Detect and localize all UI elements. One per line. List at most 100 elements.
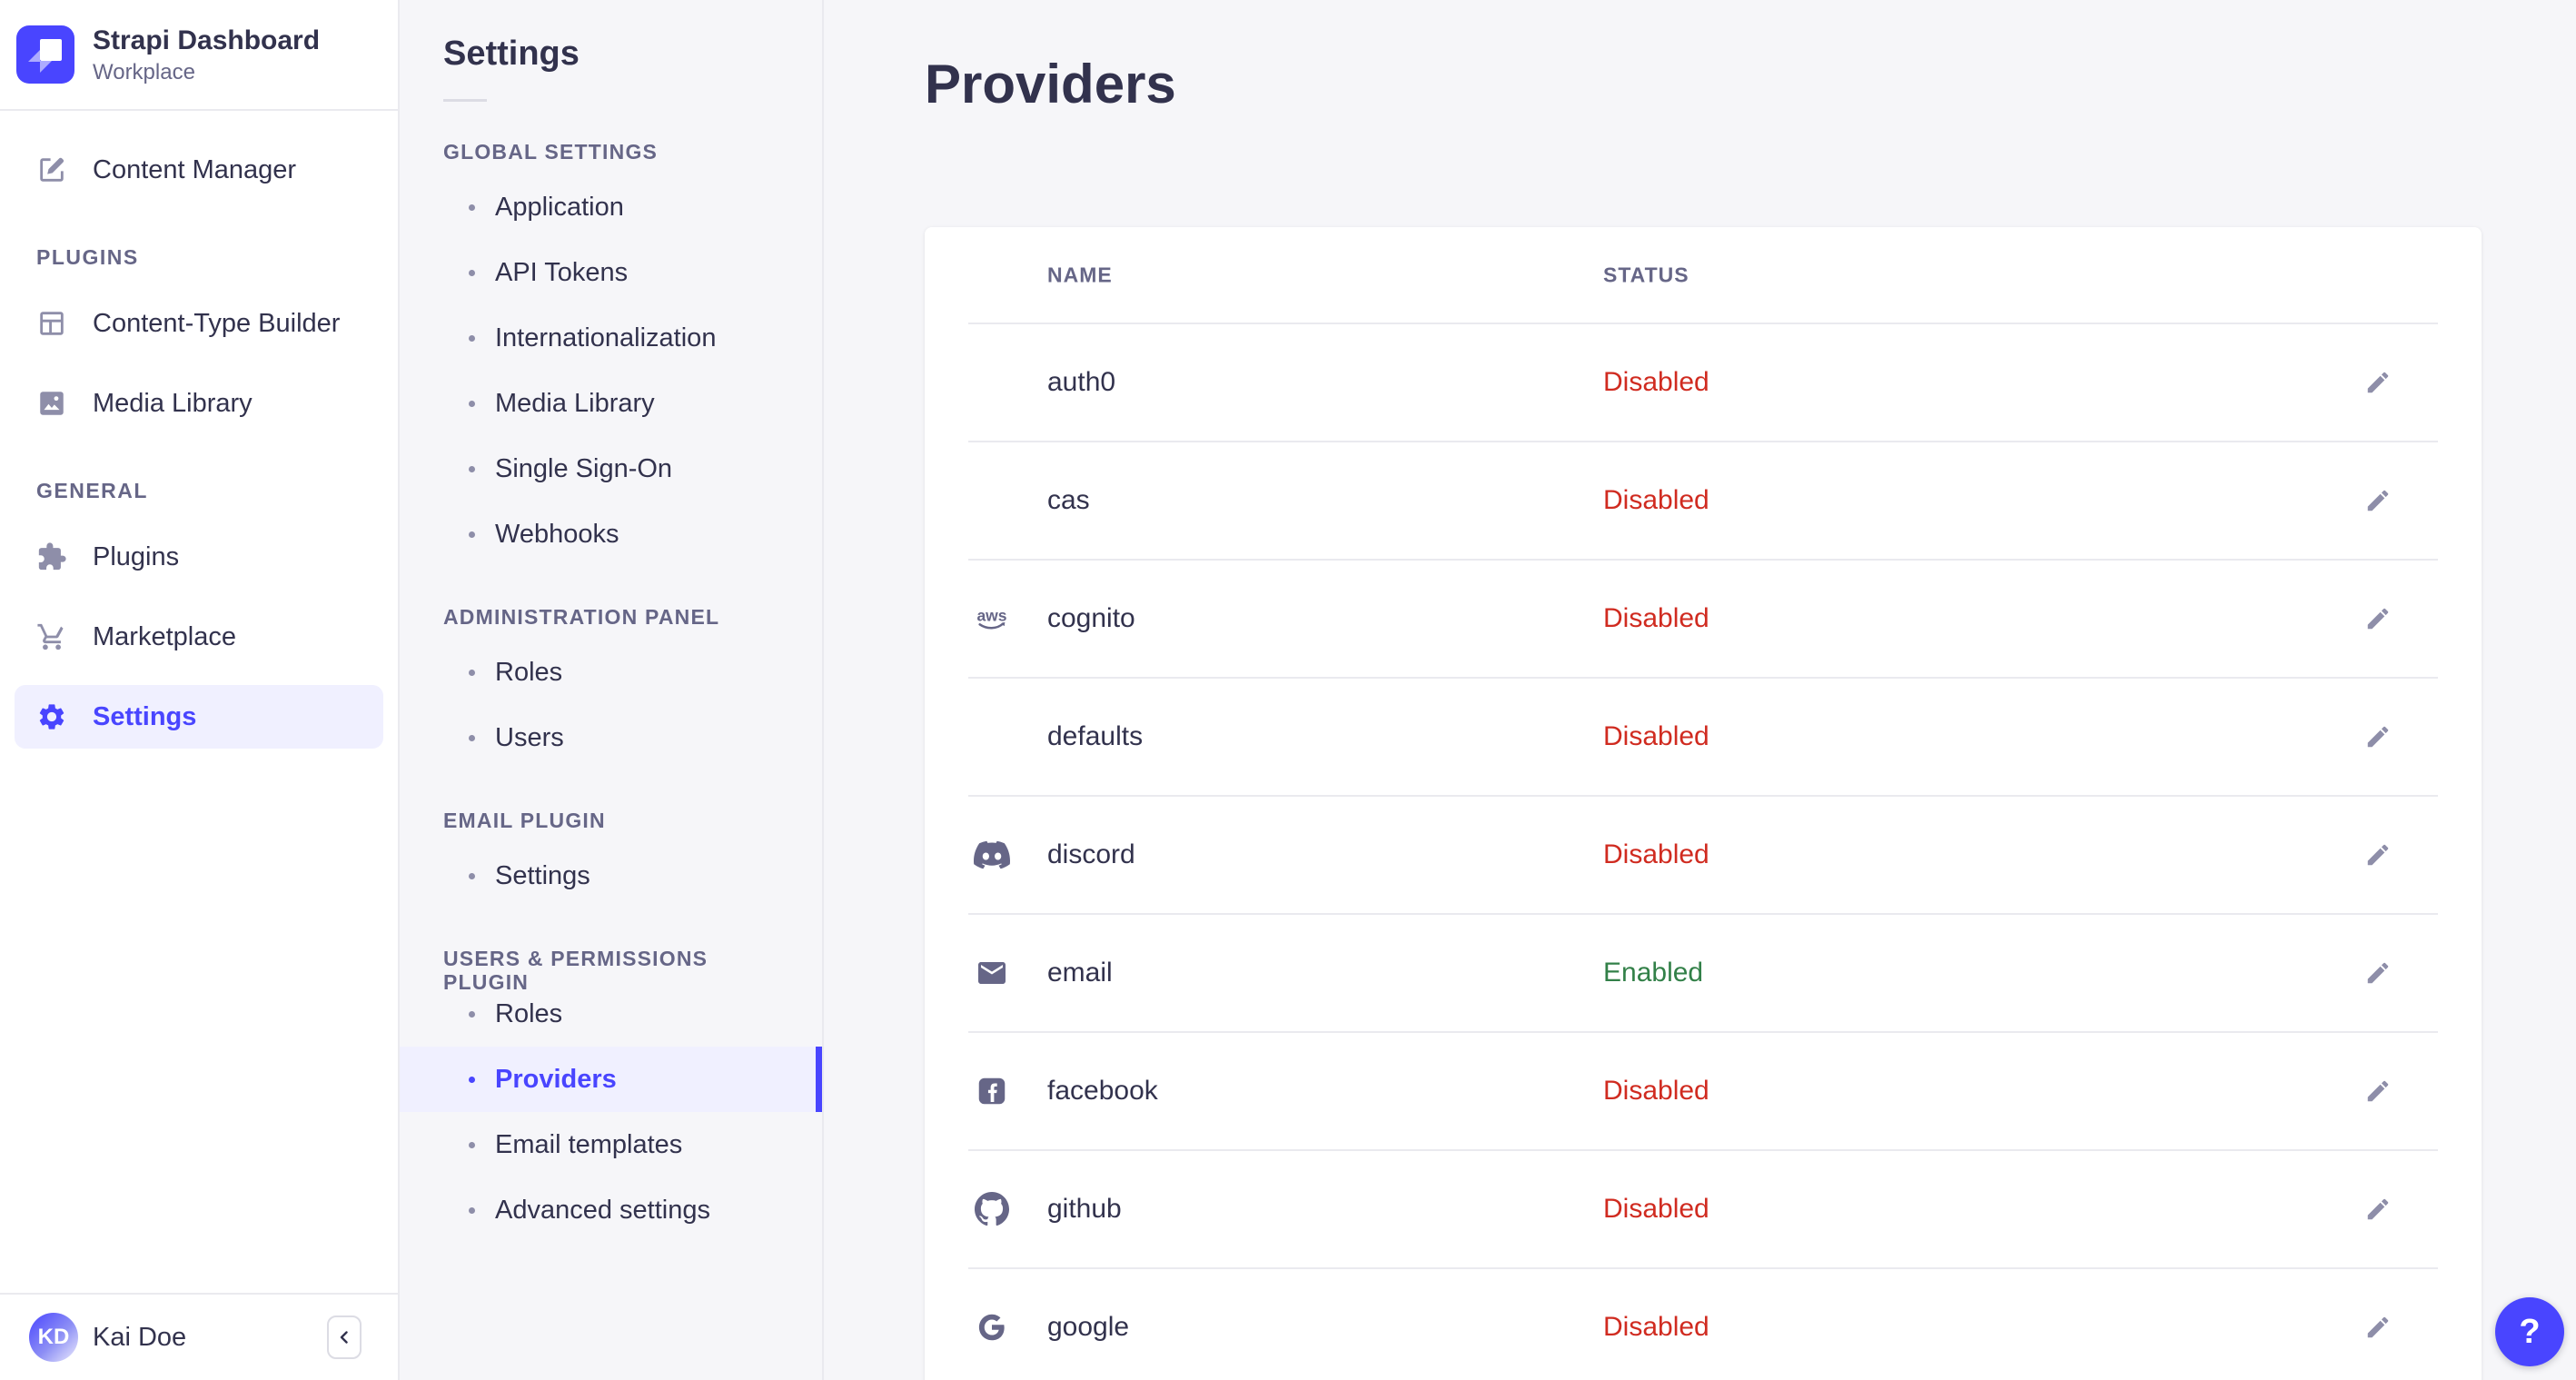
row-divider [968, 795, 2438, 797]
edit-provider-button[interactable] [2353, 593, 2403, 644]
edit-provider-button[interactable] [2353, 1302, 2403, 1353]
puzzle-icon [36, 541, 67, 572]
sidebar-item-plugins[interactable]: Plugins [15, 525, 383, 589]
table-row-facebook[interactable]: facebook Disabled [925, 1033, 2482, 1149]
subnav-title: Settings [443, 35, 580, 73]
no-icon [974, 719, 1010, 755]
pencil-icon [2367, 1198, 2389, 1220]
sidebar-section-plugins: PLUGINS [36, 245, 139, 269]
edit-provider-button[interactable] [2353, 948, 2403, 998]
bullet-icon [469, 1076, 475, 1083]
sidebar-item-label: Settings [93, 701, 197, 731]
sidebar-item-label: Media Library [93, 388, 253, 418]
provider-name: email [1047, 958, 1113, 988]
row-divider [968, 677, 2438, 679]
table-row-discord[interactable]: discord Disabled [925, 797, 2482, 913]
pencil-icon [2367, 726, 2389, 748]
table-row-google[interactable]: google Disabled [925, 1269, 2482, 1380]
table-row-defaults[interactable]: defaults Disabled [925, 679, 2482, 795]
status-badge: Disabled [1603, 485, 1709, 515]
aws-icon: aws [974, 601, 1010, 637]
subnav-section-users-permissions-plugin: USERS & PERMISSIONS PLUGIN [443, 947, 708, 994]
discord-icon [974, 837, 1010, 873]
status-badge: Disabled [1603, 1312, 1709, 1342]
edit-provider-button[interactable] [2353, 1184, 2403, 1235]
row-divider [968, 559, 2438, 561]
chevron-left-icon [340, 1331, 348, 1344]
provider-name: auth0 [1047, 367, 1116, 397]
sidebar-item-media-library[interactable]: Media Library [15, 372, 383, 435]
bullet-icon [469, 400, 475, 407]
row-divider [968, 1267, 2438, 1269]
status-badge: Disabled [1603, 1194, 1709, 1224]
google-icon [974, 1309, 1010, 1345]
edit-provider-button[interactable] [2353, 711, 2403, 762]
subnav-item-webhooks[interactable]: Webhooks [400, 501, 822, 567]
subnav-item-internationalization[interactable]: Internationalization [400, 305, 822, 371]
strapi-logo-icon [16, 25, 74, 84]
sidebar-item-settings[interactable]: Settings [15, 685, 383, 749]
page-title: Providers [925, 54, 1176, 114]
workspace-switcher[interactable]: Strapi Dashboard Workplace [0, 0, 398, 111]
sidebar-item-content-type-builder[interactable]: Content-Type Builder [15, 292, 383, 355]
subnav-item-media-library[interactable]: Media Library [400, 371, 822, 436]
subnav-item-providers[interactable]: Providers [400, 1047, 822, 1112]
status-badge: Enabled [1603, 958, 1704, 988]
provider-name: discord [1047, 839, 1135, 869]
cart-icon [36, 621, 67, 652]
subnav-section-global-settings: GLOBAL SETTINGS [443, 140, 659, 164]
subnav-item-single-sign-on[interactable]: Single Sign-On [400, 436, 822, 501]
avatar[interactable]: KD [29, 1313, 78, 1362]
row-divider [968, 1031, 2438, 1033]
bullet-icon [469, 1141, 475, 1148]
providers-table: NAME STATUS auth0 Disabled cas Disabled … [925, 227, 2482, 1380]
subnav-item-advanced-settings[interactable]: Advanced settings [400, 1177, 822, 1243]
subnav-item-admin-roles[interactable]: Roles [400, 640, 822, 705]
bullet-icon [469, 269, 475, 276]
main-nav: Content Manager PLUGINS Content-Type Bui… [0, 111, 398, 749]
edit-provider-button[interactable] [2353, 357, 2403, 408]
main-sidebar: Strapi Dashboard Workplace Content Manag… [0, 0, 400, 1380]
sidebar-section-general: GENERAL [36, 479, 148, 502]
row-divider [968, 441, 2438, 442]
subnav-item-up-roles[interactable]: Roles [400, 981, 822, 1047]
bullet-icon [469, 204, 475, 211]
sidebar-item-label: Marketplace [93, 621, 236, 651]
settings-subnav: Settings GLOBAL SETTINGS Application API… [400, 0, 824, 1380]
user-bar: KD Kai Doe [0, 1293, 398, 1380]
subnav-item-email-templates[interactable]: Email templates [400, 1112, 822, 1177]
subnav-item-api-tokens[interactable]: API Tokens [400, 240, 822, 305]
subnav-section-email-plugin: EMAIL PLUGIN [443, 809, 606, 832]
table-row-email[interactable]: email Enabled [925, 915, 2482, 1031]
subnav-section-administration-panel: ADMINISTRATION PANEL [443, 605, 720, 629]
content-manager-icon [36, 154, 67, 185]
bullet-icon [469, 872, 475, 879]
envelope-icon [974, 955, 1010, 991]
table-row-cognito[interactable]: aws cognito Disabled [925, 561, 2482, 677]
subnav-item-application[interactable]: Application [400, 174, 822, 240]
pencil-icon [2367, 608, 2389, 630]
pencil-icon [2367, 372, 2389, 393]
help-button[interactable]: ? [2495, 1297, 2564, 1366]
edit-provider-button[interactable] [2353, 475, 2403, 526]
sidebar-item-marketplace[interactable]: Marketplace [15, 605, 383, 669]
media-library-icon [36, 388, 67, 419]
bullet-icon [469, 334, 475, 342]
provider-name: facebook [1047, 1076, 1158, 1106]
table-row-github[interactable]: github Disabled [925, 1151, 2482, 1267]
table-row-auth0[interactable]: auth0 Disabled [925, 324, 2482, 441]
edit-provider-button[interactable] [2353, 829, 2403, 880]
table-row-cas[interactable]: cas Disabled [925, 442, 2482, 559]
pencil-icon [2367, 1080, 2389, 1102]
subnav-divider [443, 99, 487, 102]
row-divider [968, 1149, 2438, 1151]
sidebar-item-content-manager[interactable]: Content Manager [15, 138, 383, 202]
collapse-sidebar-button[interactable] [327, 1315, 362, 1359]
subnav-item-admin-users[interactable]: Users [400, 705, 822, 770]
column-header-status: STATUS [1603, 263, 1689, 286]
gear-icon [36, 701, 67, 732]
subnav-item-email-settings[interactable]: Settings [400, 843, 822, 908]
content-type-builder-icon [36, 308, 67, 339]
edit-provider-button[interactable] [2353, 1066, 2403, 1117]
bullet-icon [469, 1010, 475, 1018]
